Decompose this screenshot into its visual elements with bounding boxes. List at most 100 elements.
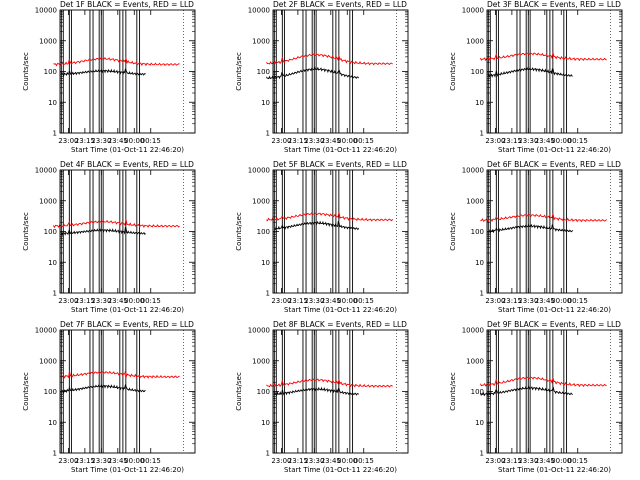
detector-panel-8: Det 8F BLACK = Events, RED = LLD Counts/s… (235, 320, 409, 474)
y-tick-label: 1 (266, 290, 270, 298)
y-tick-label: 10 (261, 99, 270, 107)
x-tick-label: 00:00 (337, 457, 357, 465)
series-line-lld (53, 219, 180, 229)
plot-frame (486, 169, 623, 294)
x-tick-label: 23:15 (288, 457, 308, 465)
y-tick-label: 10 (261, 419, 270, 427)
y-tick-label: 1000 (39, 357, 57, 365)
detector-panel-1: Det 1F BLACK = Events, RED = LLD Counts/s… (22, 0, 196, 154)
plot-frame (486, 9, 623, 134)
series-line-events (274, 220, 360, 231)
panel-title: Det 8F BLACK = Events, RED = LLD (273, 320, 407, 329)
y-tick-label: 1 (53, 450, 57, 458)
x-tick-label: 23:00 (58, 297, 78, 305)
x-tick-label: 23:45 (321, 457, 341, 465)
x-tick-label: 23:30 (518, 297, 538, 305)
series-line-lld (480, 52, 607, 62)
y-tick-label: 100 (44, 388, 57, 396)
x-tick-label: 23:45 (108, 297, 128, 305)
y-tick-label: 10 (475, 259, 484, 267)
detector-panel-4: Det 4F BLACK = Events, RED = LLD Counts/s… (22, 160, 196, 314)
series-line-lld (61, 370, 180, 379)
x-axis-label: Start Time (01-Oct-11 22:46:20) (498, 306, 611, 314)
series-line-lld (266, 53, 393, 66)
x-tick-label: 23:45 (321, 137, 341, 145)
x-tick-label: 23:00 (58, 137, 78, 145)
panel-title: Det 9F BLACK = Events, RED = LLD (487, 320, 621, 329)
plot-frame (272, 329, 409, 454)
series-line-events (61, 384, 146, 394)
y-axis-label: Counts/sec (22, 52, 30, 91)
x-tick-label: 00:00 (124, 297, 144, 305)
y-axis-label: Counts/sec (235, 52, 243, 91)
series-line-lld (480, 376, 607, 388)
x-tick-label: 23:15 (75, 457, 95, 465)
x-tick-label: 00:00 (551, 137, 571, 145)
series-line-lld (266, 212, 393, 222)
series-line-events (274, 386, 359, 396)
x-axis-label: Start Time (01-Oct-11 22:46:20) (71, 466, 184, 474)
x-tick-label: 00:00 (551, 457, 571, 465)
x-tick-label: 23:30 (518, 457, 538, 465)
y-tick-label: 100 (44, 68, 57, 76)
y-tick-label: 1000 (466, 197, 484, 205)
plot-frame (59, 9, 196, 134)
x-tick-label: 23:15 (75, 137, 95, 145)
y-axis-label: Counts/sec (449, 372, 457, 411)
detector-panel-9: Det 9F BLACK = Events, RED = LLD Counts/s… (449, 320, 623, 474)
y-tick-label: 1 (53, 290, 57, 298)
y-axis-label: Counts/sec (449, 212, 457, 251)
panel-title: Det 5F BLACK = Events, RED = LLD (273, 160, 407, 169)
panel-title: Det 7F BLACK = Events, RED = LLD (60, 320, 194, 329)
x-tick-label: 23:30 (91, 137, 111, 145)
detector-panel-7: Det 7F BLACK = Events, RED = LLD Counts/s… (22, 320, 196, 474)
y-tick-label: 10000 (35, 327, 57, 335)
plot-frame (272, 9, 409, 134)
x-tick-label: 00:15 (354, 297, 374, 305)
y-tick-label: 100 (471, 228, 484, 236)
y-axis-label: Counts/sec (235, 372, 243, 411)
y-tick-label: 10000 (248, 167, 270, 175)
y-tick-label: 1000 (252, 197, 270, 205)
panel-title: Det 2F BLACK = Events, RED = LLD (273, 0, 407, 9)
y-tick-label: 10000 (462, 167, 484, 175)
y-tick-label: 10 (48, 419, 57, 427)
plot-frame (272, 169, 409, 294)
x-tick-label: 23:15 (75, 297, 95, 305)
x-axis-label: Start Time (01-Oct-11 22:46:20) (284, 146, 397, 154)
x-tick-label: 23:00 (58, 457, 78, 465)
x-axis-label: Start Time (01-Oct-11 22:46:20) (498, 466, 611, 474)
x-tick-label: 23:30 (91, 297, 111, 305)
y-tick-label: 10 (475, 99, 484, 107)
x-tick-label: 23:30 (304, 137, 324, 145)
x-tick-label: 23:15 (502, 457, 522, 465)
y-tick-label: 1000 (466, 357, 484, 365)
y-axis-label: Counts/sec (22, 212, 30, 251)
series-line-lld (53, 56, 180, 67)
y-tick-label: 10000 (35, 167, 57, 175)
y-tick-label: 10 (475, 419, 484, 427)
x-tick-label: 23:00 (485, 137, 505, 145)
y-tick-label: 10000 (462, 327, 484, 335)
y-tick-label: 10000 (35, 7, 57, 15)
x-tick-label: 00:15 (141, 457, 161, 465)
panel-title: Det 3F BLACK = Events, RED = LLD (487, 0, 621, 9)
y-tick-label: 1 (480, 450, 484, 458)
series-line-events (61, 226, 146, 237)
x-axis-label: Start Time (01-Oct-11 22:46:20) (498, 146, 611, 154)
x-tick-label: 23:45 (535, 457, 555, 465)
x-axis-label: Start Time (01-Oct-11 22:46:20) (284, 466, 397, 474)
plot-frame (59, 329, 196, 454)
x-tick-label: 23:30 (304, 297, 324, 305)
y-tick-label: 1000 (252, 357, 270, 365)
x-tick-label: 00:15 (354, 457, 374, 465)
y-tick-label: 1 (266, 450, 270, 458)
x-tick-label: 23:45 (535, 137, 555, 145)
x-tick-label: 23:30 (518, 137, 538, 145)
y-tick-label: 10000 (462, 7, 484, 15)
series-line-events (488, 223, 573, 234)
x-tick-label: 23:45 (108, 137, 128, 145)
y-tick-label: 1 (53, 130, 57, 138)
x-tick-label: 00:15 (568, 457, 588, 465)
